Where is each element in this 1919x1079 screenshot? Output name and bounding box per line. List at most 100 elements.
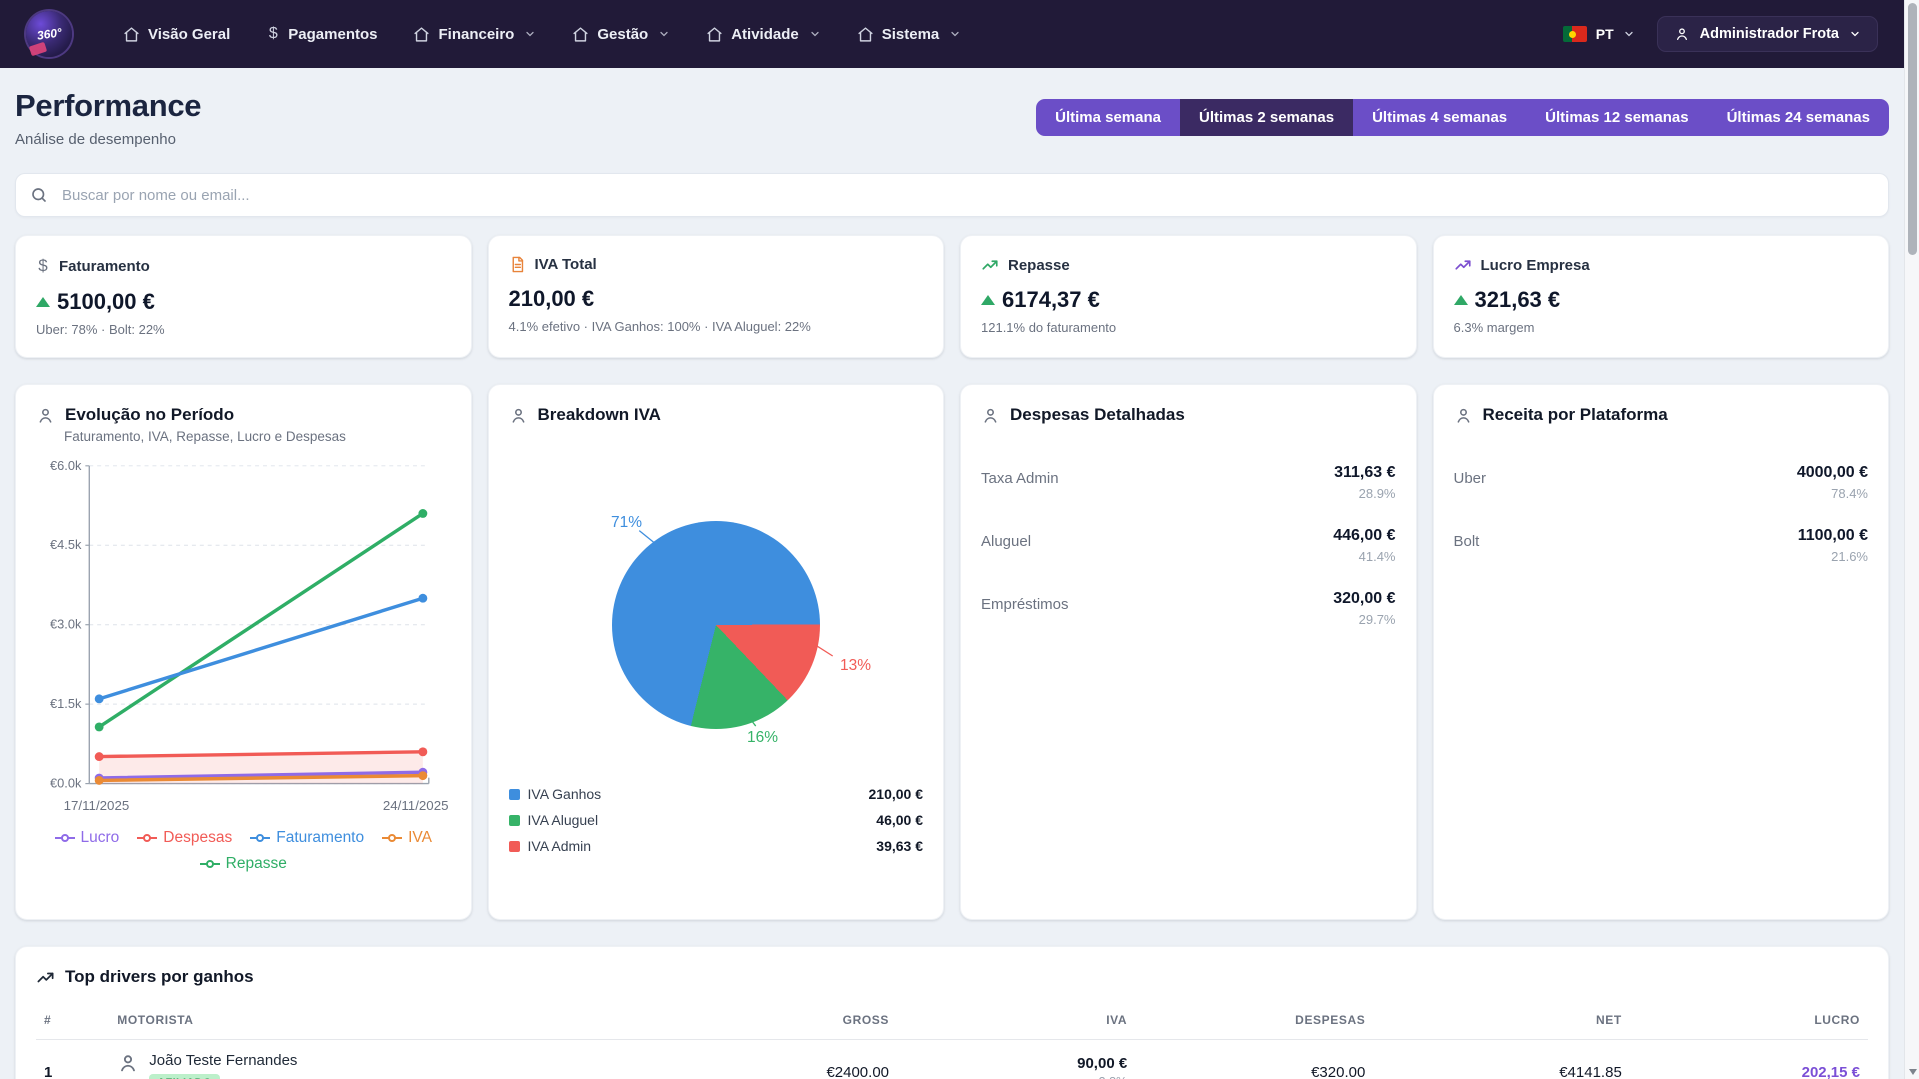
- evolution-line-chart: €6.0k €4.5k €3.0k €1.5k €0.0k 17/11/2025 24/11…: [50, 458, 448, 813]
- nav-item-atividade[interactable]: Atividade: [691, 16, 836, 53]
- kpi-card-faturamento: $ Faturamento 5100,00 € Uber: 78% · Bolt…: [15, 235, 472, 358]
- chevron-down-icon: [811, 31, 819, 37]
- expense-percent: 28.9%: [1358, 486, 1396, 501]
- evolution-chart-card: Evolução no Período Faturamento, IVA, Re…: [15, 384, 472, 920]
- chevron-down-icon: [1851, 31, 1859, 37]
- svg-text:€1.5k: €1.5k: [50, 696, 82, 711]
- driver-name: João Teste Fernandes: [149, 1052, 298, 1069]
- nav-label: Atividade: [731, 25, 799, 43]
- detailed-expenses-card: Despesas Detalhadas Taxa Admin 311,63 € …: [960, 384, 1417, 920]
- kpi-subtext: 121.1% do faturamento: [981, 320, 1117, 335]
- charts-row: Evolução no Período Faturamento, IVA, Re…: [15, 384, 1889, 920]
- chevron-down-icon: [526, 31, 534, 37]
- scrollbar-down-arrow-icon[interactable]: [1909, 1069, 1917, 1075]
- tab-ultimas-4-semanas[interactable]: Últimas 4 semanas: [1353, 99, 1527, 136]
- home-icon: [573, 26, 588, 42]
- card-title: Despesas Detalhadas: [1010, 405, 1185, 424]
- col-despesas: DESPESAS: [1135, 1001, 1374, 1040]
- top-navbar: 360° Visão Geral $ Pagamentos Financeiro…: [0, 0, 1904, 68]
- tab-ultima-semana[interactable]: Última semana: [1036, 99, 1180, 136]
- nav-label: Visão Geral: [148, 25, 231, 43]
- legend-item: Despesas: [137, 829, 232, 847]
- kpi-label: Lucro Empresa: [1480, 256, 1590, 274]
- dollar-icon: $: [268, 25, 278, 42]
- legend-value: 46,00 €: [876, 812, 923, 828]
- legend-item: IVA Aluguel 46,00 €: [508, 807, 923, 833]
- legend-item: Repasse: [199, 855, 287, 873]
- nav-item-visao-geral[interactable]: Visão Geral: [108, 16, 245, 53]
- user-icon: [39, 408, 52, 423]
- kpi-subtext: 4.1% efetivo · IVA Ganhos: 100% · IVA Al…: [508, 319, 811, 334]
- user-icon: [1457, 408, 1469, 423]
- kpi-row: $ Faturamento 5100,00 € Uber: 78% · Bolt…: [15, 235, 1889, 358]
- app-logo[interactable]: 360°: [26, 11, 72, 57]
- kpi-label: Repasse: [1008, 256, 1070, 274]
- svg-text:17/11/2025: 17/11/2025: [64, 798, 130, 813]
- chevron-down-icon: [951, 31, 959, 37]
- account-name: Administrador Frota: [1699, 26, 1839, 42]
- platform-value: 4000,00 €: [1796, 464, 1868, 481]
- svg-text:€6.0k: €6.0k: [50, 458, 82, 473]
- expense-value: 446,00 €: [1333, 527, 1396, 544]
- page-title: Performance: [15, 88, 202, 123]
- legend-line-icon: [199, 860, 220, 869]
- user-icon: [984, 408, 997, 423]
- iva-pie-chart: [611, 521, 820, 729]
- nav-item-financeiro[interactable]: Financeiro: [398, 16, 551, 53]
- pie-chart-area: 71% 13% 16%: [509, 429, 924, 767]
- legend-line-icon: [250, 834, 271, 843]
- nav-item-pagamentos[interactable]: $ Pagamentos: [251, 15, 392, 53]
- nav-item-gestao[interactable]: Gestão: [557, 16, 685, 53]
- nav-label: Financeiro: [438, 25, 515, 43]
- svg-text:€0.0k: €0.0k: [50, 776, 82, 791]
- svg-text:€3.0k: €3.0k: [50, 617, 82, 632]
- tab-ultimas-2-semanas[interactable]: Últimas 2 semanas: [1180, 99, 1354, 136]
- pie-percent-label: 71%: [610, 514, 643, 531]
- nav-item-sistema[interactable]: Sistema: [842, 16, 977, 53]
- driver-row[interactable]: 1 João Teste Fernandes AFILIADO €2400.00: [36, 1039, 1868, 1079]
- document-icon: [512, 256, 523, 273]
- col-motorista: MOTORISTA: [109, 1001, 659, 1040]
- kpi-card-repasse: Repasse 6174,37 € 121.1% do faturamento: [960, 235, 1417, 358]
- card-title: Receita por Plataforma: [1482, 405, 1668, 424]
- tab-ultimas-12-semanas[interactable]: Últimas 12 semanas: [1526, 99, 1708, 136]
- kpi-value: 321,63 €: [1474, 287, 1561, 312]
- legend-value: 210,00 €: [868, 786, 924, 802]
- portugal-flag-icon: [1562, 26, 1587, 42]
- trending-up-icon: [982, 260, 998, 270]
- tab-ultimas-24-semanas[interactable]: Últimas 24 semanas: [1707, 99, 1889, 136]
- kpi-value: 5100,00 €: [57, 289, 155, 314]
- top-drivers-table: # MOTORISTA GROSS IVA DESPESAS NET LUCRO…: [36, 1001, 1868, 1079]
- nav-label: Gestão: [597, 25, 649, 43]
- kpi-label: Faturamento: [59, 257, 150, 275]
- account-menu-button[interactable]: Administrador Frota: [1656, 16, 1878, 52]
- col-rank: #: [36, 1001, 110, 1040]
- trend-up-arrow-icon: [981, 295, 995, 305]
- language-selector[interactable]: PT: [1562, 26, 1635, 42]
- kpi-label: IVA Total: [534, 256, 597, 273]
- platform-value: 1100,00 €: [1797, 527, 1868, 544]
- col-iva: IVA: [897, 1001, 1136, 1040]
- expense-row: Aluguel 446,00 € 41.4%: [981, 514, 1396, 577]
- app-logo-text: 360°: [35, 25, 63, 43]
- platform-percent: 78.4%: [1831, 486, 1868, 501]
- platform-label: Bolt: [1453, 533, 1480, 550]
- trend-up-arrow-icon: [1453, 295, 1468, 305]
- expense-label: Taxa Admin: [981, 470, 1059, 487]
- scrollbar-thumb[interactable]: [1908, 3, 1917, 255]
- legend-item: Faturamento: [250, 829, 364, 847]
- driver-gross: €2400.00: [658, 1039, 898, 1079]
- legend-line-icon: [382, 834, 403, 843]
- driver-iva: 90,00 €: [1077, 1055, 1128, 1072]
- main-nav: Visão Geral $ Pagamentos Financeiro Gest…: [108, 15, 976, 53]
- search-input[interactable]: [15, 173, 1889, 217]
- page-subtitle: Análise de desempenho: [15, 131, 176, 148]
- chevron-down-icon: [660, 31, 668, 37]
- legend-swatch: [508, 788, 520, 800]
- kpi-card-iva-total: IVA Total 210,00 € 4.1% efetivo · IVA Ga…: [487, 235, 944, 358]
- status-badge: AFILIADO: [149, 1074, 220, 1079]
- kpi-subtext: Uber: 78% · Bolt: 22%: [36, 322, 165, 337]
- page-scrollbar[interactable]: [1904, 0, 1919, 1079]
- kpi-value: 6174,37 €: [1002, 287, 1100, 312]
- kpi-subtext: 6.3% margem: [1453, 320, 1535, 335]
